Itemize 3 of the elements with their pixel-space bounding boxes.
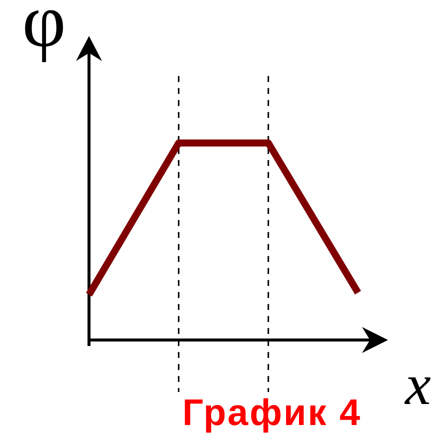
text: График 4 xyxy=(182,392,362,433)
y-axis-title: φ xyxy=(22,0,66,63)
x-axis-title: x xyxy=(404,352,432,417)
